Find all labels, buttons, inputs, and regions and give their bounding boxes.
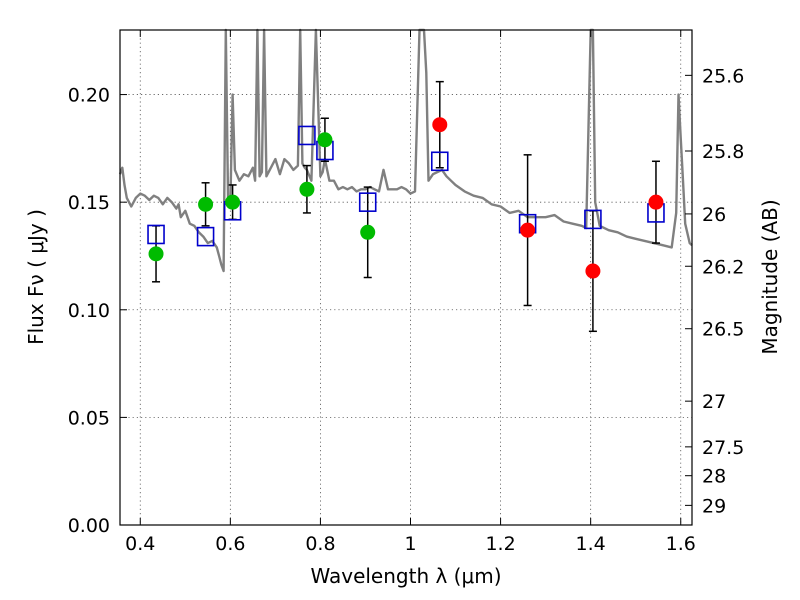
mag-tick-label: 25.8 [702, 141, 744, 163]
x-tick-label: 0.6 [215, 533, 245, 555]
y-tick-label: 0.00 [68, 515, 110, 537]
model-photometry-square [298, 125, 316, 146]
mag-tick-label: 29 [702, 495, 726, 517]
mag-tick-label: 27.5 [702, 437, 744, 459]
observed-point [520, 222, 536, 238]
observed-point [432, 117, 448, 133]
x-tick-label: 1 [404, 533, 416, 555]
observed-point [299, 181, 315, 197]
y-tick-label: 0.15 [68, 192, 110, 214]
y-axis-right-label: Magnitude (AB) [758, 199, 782, 354]
x-tick-label: 0.4 [125, 533, 155, 555]
observed-point [585, 263, 601, 279]
mag-tick-label: 26 [702, 204, 726, 226]
y-axis-label: Flux Fν ( μJy ) [24, 209, 48, 345]
observed-point [225, 194, 241, 210]
observed-point [198, 196, 214, 212]
tick-label-layer: 0.4 0.6 0.8 1 1.2 1.4 1.6 0.00 0.05 0.10 0.15 0.20 2… [68, 65, 745, 555]
x-tick-label: 1.4 [576, 533, 606, 555]
x-tick-label: 1.2 [485, 533, 515, 555]
mag-tick-label: 25.6 [702, 65, 744, 87]
x-axis-label: Wavelength λ (μm) [310, 564, 501, 588]
point-layer [147, 117, 665, 279]
model-photometry-square [358, 192, 377, 212]
mag-tick-label: 27 [702, 391, 726, 413]
plot-frame [119, 29, 693, 526]
model-photometry-square [430, 151, 449, 172]
y-tick-label: 0.20 [68, 85, 110, 107]
grid-layer [120, 30, 692, 525]
mag-tick-label: 26.2 [702, 256, 744, 278]
observed-point [317, 132, 333, 148]
observed-point [148, 246, 164, 262]
observed-point [360, 224, 376, 240]
x-tick-label: 0.8 [305, 533, 335, 555]
model-photometry-square [147, 224, 165, 245]
mag-tick-label: 26.5 [702, 319, 744, 341]
observed-point [648, 194, 664, 210]
x-tick-label: 1.6 [666, 533, 696, 555]
mag-tick-label: 28 [702, 466, 726, 488]
model-photometry-square [584, 209, 602, 230]
y-tick-label: 0.10 [68, 300, 110, 322]
tick-layer [120, 30, 692, 526]
y-tick-label: 0.05 [68, 407, 110, 429]
model-photometry-square [196, 226, 215, 247]
